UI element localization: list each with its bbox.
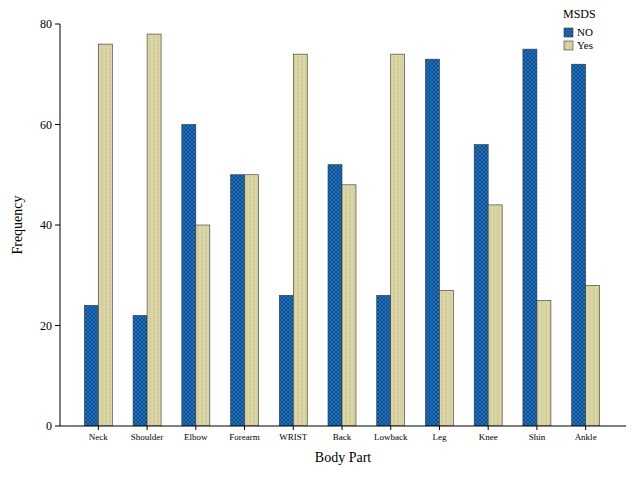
bar <box>488 205 502 426</box>
x-tick <box>390 426 391 430</box>
bars <box>84 34 599 426</box>
bar <box>537 300 551 426</box>
bar <box>586 285 600 426</box>
bar <box>279 295 293 426</box>
bar <box>98 44 112 426</box>
x-tick-label: Leg <box>432 432 446 442</box>
legend-title: MSDS <box>563 7 596 21</box>
x-tick <box>147 426 148 430</box>
x-tick <box>293 426 294 430</box>
y-tick-label: 0 <box>46 419 52 433</box>
x-tick <box>195 426 196 430</box>
bar <box>231 175 245 426</box>
y-tick-label: 20 <box>40 319 52 333</box>
bar <box>328 165 342 426</box>
bar <box>342 185 356 426</box>
x-tick-label: Elbow <box>184 432 208 442</box>
bar <box>182 125 196 427</box>
bar <box>147 34 161 426</box>
y-tick <box>55 225 60 226</box>
x-tick <box>439 426 440 430</box>
legend-swatch <box>564 41 573 50</box>
y-tick <box>55 325 60 326</box>
x-tick-label: Shin <box>529 432 546 442</box>
x-tick-label: WRIST <box>279 432 308 442</box>
x-tick <box>342 426 343 430</box>
y-tick <box>55 426 60 427</box>
y-tick <box>55 24 60 25</box>
y-axis <box>60 24 61 426</box>
y-tick-label: 60 <box>40 118 52 132</box>
bar <box>84 305 98 426</box>
x-tick-label: Shoulder <box>131 432 164 442</box>
y-tick-label: 40 <box>40 218 52 232</box>
x-tick <box>98 426 99 430</box>
bar <box>425 59 439 426</box>
bar <box>133 315 147 426</box>
y-axis-label: Frequency <box>10 195 25 254</box>
bar <box>439 290 453 426</box>
bar <box>572 64 586 426</box>
bar <box>523 49 537 426</box>
bar <box>293 54 307 426</box>
legend-label: Yes <box>577 39 593 51</box>
x-tick <box>244 426 245 430</box>
legend-label: NO <box>577 26 593 38</box>
x-tick-label: Knee <box>479 432 498 442</box>
x-tick-label: Back <box>333 432 352 442</box>
bar <box>391 54 405 426</box>
x-axis <box>60 426 626 427</box>
x-tick <box>585 426 586 430</box>
x-tick-label: Forearm <box>229 432 260 442</box>
bar <box>474 145 488 426</box>
legend-swatch <box>564 28 573 37</box>
x-tick-label: Ankle <box>575 432 597 442</box>
y-tick-label: 80 <box>40 17 52 31</box>
x-tick <box>536 426 537 430</box>
bar <box>377 295 391 426</box>
bar <box>196 225 210 426</box>
bar <box>245 175 259 426</box>
x-tick-label: Lowback <box>374 432 408 442</box>
x-tick-label: Neck <box>89 432 108 442</box>
chart: 0 20 40 60 80 Neck Shoulder Elbow Forearm WRIST Ba… <box>0 0 640 480</box>
y-tick <box>55 124 60 125</box>
x-tick <box>488 426 489 430</box>
x-axis-label: Body Part <box>315 450 372 465</box>
